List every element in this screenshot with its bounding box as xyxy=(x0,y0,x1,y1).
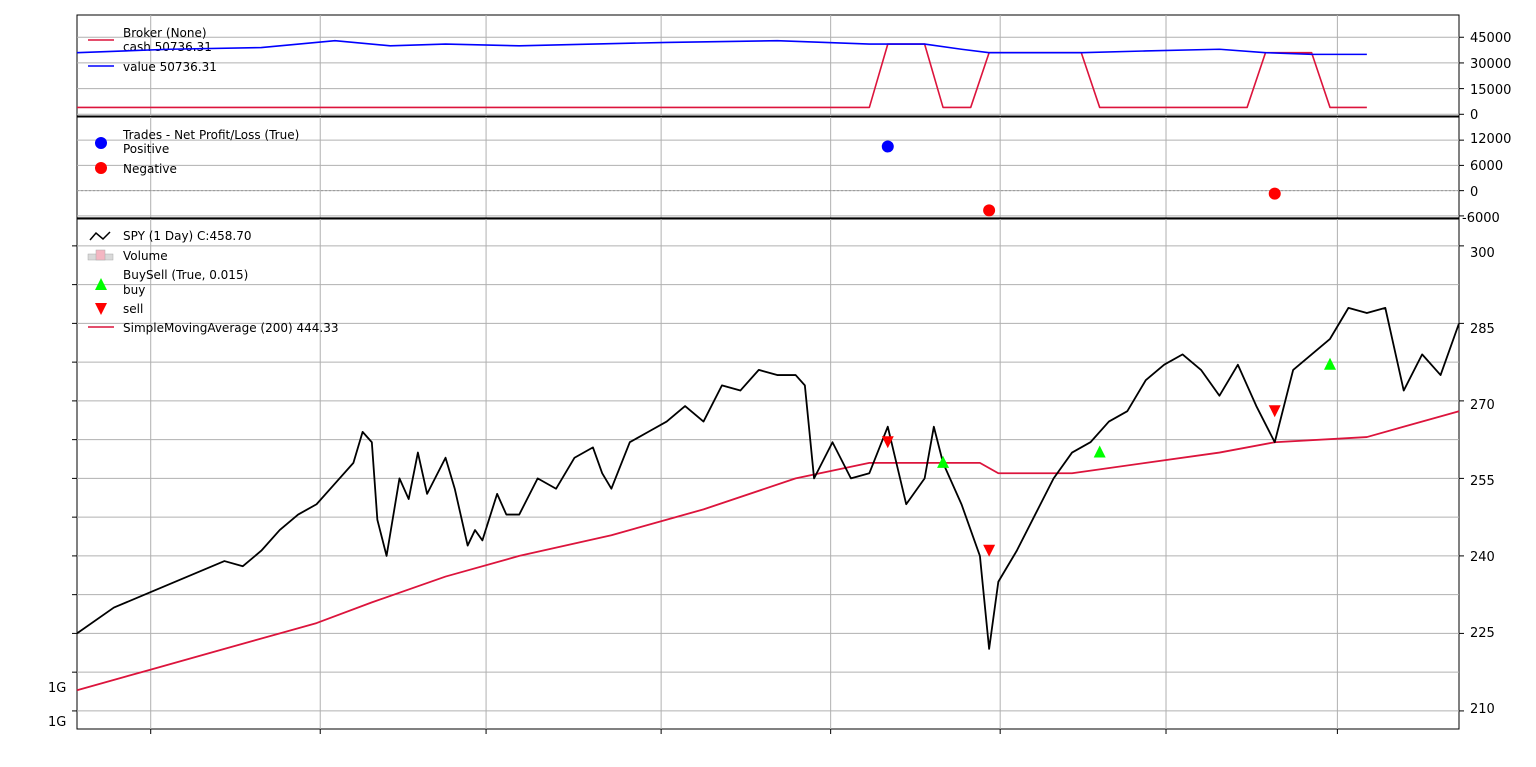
legend-label-buysell: BuySell (True, 0.015) xyxy=(123,268,248,282)
legend-label-cash: cash 50736.31 xyxy=(123,40,212,54)
legend-label-volume: Volume xyxy=(123,249,168,263)
legend-label-buy: buy xyxy=(123,283,145,297)
price-ytick: 270 xyxy=(1470,398,1495,413)
trades-ytick: 12000 xyxy=(1470,132,1511,147)
legend-swatch-volume-bar xyxy=(95,249,106,261)
sma-line xyxy=(76,410,1460,692)
price-ytick: 300 xyxy=(1470,246,1495,261)
broker-ytick: 30000 xyxy=(1470,57,1511,72)
broker-panel: 0 15000 30000 45000 Broker (None) cash 5… xyxy=(76,14,1511,123)
price-yticks: 210 225 240 255 270 285 300 xyxy=(1470,246,1495,717)
price-left-ticks: 1G 1G xyxy=(48,681,66,730)
price-ytick: 255 xyxy=(1470,474,1495,489)
trades-panel: -6000 0 6000 12000 Trades - Net Profit/L… xyxy=(76,116,1511,226)
price-grid xyxy=(77,219,1464,729)
broker-grid xyxy=(77,15,1464,116)
negative-trade-marker xyxy=(1268,187,1281,200)
buy-marker xyxy=(1324,357,1337,370)
volume-ytick: 1G xyxy=(48,715,66,730)
legend-label-trades: Trades - Net Profit/Loss (True) xyxy=(122,128,299,142)
price-line xyxy=(76,306,1460,650)
buy-marker xyxy=(937,455,950,468)
price-ytick: 210 xyxy=(1470,702,1495,717)
broker-ytick: 15000 xyxy=(1470,83,1511,98)
trades-grid xyxy=(77,117,1464,218)
legend-label-negative: Negative xyxy=(123,162,177,176)
trades-yticks: -6000 0 6000 12000 xyxy=(1462,132,1511,226)
trades-ytick: -6000 xyxy=(1462,211,1500,226)
broker-ytick: 0 xyxy=(1470,108,1478,123)
price-legend: SPY (1 Day) C:458.70 Volume BuySell (Tru… xyxy=(87,229,339,335)
legend-swatch-buy xyxy=(95,278,107,290)
trades-ytick: 0 xyxy=(1470,185,1478,200)
price-ytick: 240 xyxy=(1470,550,1495,565)
trades-legend: Trades - Net Profit/Loss (True) Positive… xyxy=(95,128,299,176)
sell-marker xyxy=(983,544,996,557)
sell-marker xyxy=(881,436,894,449)
sell-marker xyxy=(1268,405,1281,418)
broker-yticks: 0 15000 30000 45000 xyxy=(1470,31,1511,123)
positive-trade-marker xyxy=(881,140,894,153)
price-plot-frame xyxy=(76,218,1460,730)
price-ytick: 285 xyxy=(1470,322,1495,337)
legend-label-positive: Positive xyxy=(123,142,169,156)
negative-trade-marker xyxy=(983,204,996,217)
trades-ytick: 6000 xyxy=(1470,159,1503,174)
legend-swatch-sell xyxy=(95,303,107,315)
legend-label-sell: sell xyxy=(123,302,143,316)
legend-swatch-negative xyxy=(95,162,107,174)
volume-ytick: 1G xyxy=(48,681,66,696)
price-panel: 210 225 240 255 270 285 300 1G 1G SPY (1… xyxy=(48,218,1495,730)
legend-swatch-spy xyxy=(89,231,111,241)
broker-ytick: 45000 xyxy=(1470,31,1511,46)
legend-label-value: value 50736.31 xyxy=(123,60,217,74)
legend-label-spy: SPY (1 Day) C:458.70 xyxy=(123,229,251,243)
broker-plot-frame xyxy=(76,14,1460,117)
legend-label-sma: SimpleMovingAverage (200) 444.33 xyxy=(123,321,339,335)
legend-swatch-positive xyxy=(95,137,107,149)
trades-plot-frame xyxy=(76,116,1460,219)
value-line xyxy=(76,39,1367,56)
legend-label-broker: Broker (None) xyxy=(123,26,207,40)
price-ytick: 225 xyxy=(1470,626,1495,641)
buy-marker xyxy=(1093,445,1106,458)
